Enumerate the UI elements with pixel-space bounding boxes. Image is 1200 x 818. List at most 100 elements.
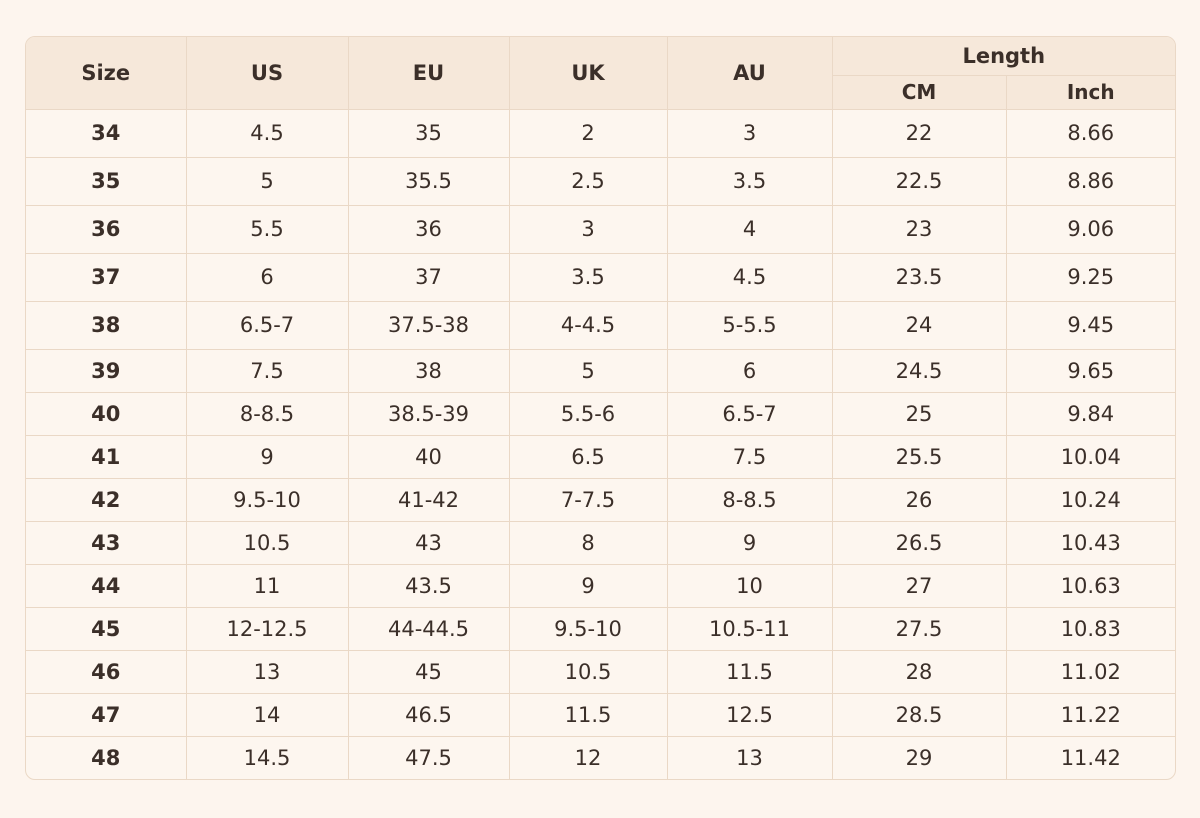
table-cell: 6 [185,252,349,302]
table-cell: 9 [185,434,349,479]
table-cell: 28.5 [831,692,1007,737]
table-cell: 36 [347,204,510,254]
size-table-card: Size US EU UK AU Length CM Inch 34 4.5 35 2 3 22 8.6… [25,36,1176,780]
table-cell: 11.02 [1005,649,1175,694]
table-cell: 5 [508,348,668,393]
table-cell: 4-4.5 [508,300,668,350]
size-cell: 46 [26,649,187,694]
table-cell: 9 [666,520,833,565]
table-cell: 13 [666,735,833,779]
table-cell: 7.5 [185,348,349,393]
table-cell: 37 [347,252,510,302]
table-cell: 40 [347,434,510,479]
table-cell: 2.5 [508,156,668,206]
size-cell: 43 [26,520,187,565]
size-cell: 38 [26,300,187,350]
size-cell: 34 [26,108,187,158]
column-header: Size [26,37,187,110]
size-cell: 36 [26,204,187,254]
table-cell: 8 [508,520,668,565]
table-row: 36 5.5 36 3 4 23 9.06 [26,204,1175,254]
group-header: Length [831,37,1175,76]
table-cell: 22.5 [831,156,1007,206]
table-cell: 9.65 [1005,348,1175,393]
table-cell: 26 [831,477,1007,522]
table-cell: 28 [831,649,1007,694]
table-cell: 5.5-6 [508,391,668,436]
size-cell: 37 [26,252,187,302]
table-cell: 12 [508,735,668,779]
size-cell: 44 [26,563,187,608]
table-cell: 25 [831,391,1007,436]
table-cell: 6 [666,348,833,393]
table-cell: 11 [185,563,349,608]
size-cell: 41 [26,434,187,479]
table-row: 45 12-12.5 44-44.5 9.5-10 10.5-11 27.5 10.83 [26,606,1175,651]
table-cell: 4.5 [185,108,349,158]
table-head: Size US EU UK AU Length CM Inch [26,37,1175,110]
table-cell: 9.5-10 [508,606,668,651]
table-cell: 26.5 [831,520,1007,565]
table-row: 47 14 46.5 11.5 12.5 28.5 11.22 [26,692,1175,737]
size-cell: 35 [26,156,187,206]
table-cell: 10.63 [1005,563,1175,608]
table-cell: 9.5-10 [185,477,349,522]
size-cell: 40 [26,391,187,436]
table-cell: 6.5-7 [666,391,833,436]
table-cell: 12-12.5 [185,606,349,651]
table-cell: 11.5 [508,692,668,737]
size-cell: 45 [26,606,187,651]
table-cell: 38.5-39 [347,391,510,436]
table-cell: 46.5 [347,692,510,737]
table-row: 48 14.5 47.5 12 13 29 11.42 [26,735,1175,779]
table-cell: 10 [666,563,833,608]
table-row: 37 6 37 3.5 4.5 23.5 9.25 [26,252,1175,302]
table-cell: 6.5 [508,434,668,479]
table-cell: 7.5 [666,434,833,479]
table-cell: 10.83 [1005,606,1175,651]
table-cell: 7-7.5 [508,477,668,522]
table-cell: 5.5 [185,204,349,254]
table-cell: 11.22 [1005,692,1175,737]
table-row: 46 13 45 10.5 11.5 28 11.02 [26,649,1175,694]
table-cell: 10.04 [1005,434,1175,479]
table-cell: 10.5 [508,649,668,694]
table-cell: 43.5 [347,563,510,608]
table-cell: 9 [508,563,668,608]
table-row: 39 7.5 38 5 6 24.5 9.65 [26,348,1175,393]
table-cell: 4.5 [666,252,833,302]
table-cell: 3 [508,204,668,254]
table-cell: 10.24 [1005,477,1175,522]
table-cell: 27.5 [831,606,1007,651]
table-cell: 44-44.5 [347,606,510,651]
table-cell: 23.5 [831,252,1007,302]
table-cell: 11.5 [666,649,833,694]
table-cell: 14 [185,692,349,737]
table-cell: 4 [666,204,833,254]
table-row: 40 8-8.5 38.5-39 5.5-6 6.5-7 25 9.84 [26,391,1175,436]
table-cell: 5-5.5 [666,300,833,350]
table-cell: 43 [347,520,510,565]
sub-header: CM [832,74,1007,110]
table-cell: 5 [185,156,349,206]
table-cell: 3 [666,108,833,158]
size-cell: 42 [26,477,187,522]
table-cell: 35 [347,108,510,158]
table-row: 43 10.5 43 8 9 26.5 10.43 [26,520,1175,565]
table-cell: 25.5 [831,434,1007,479]
size-cell: 48 [26,735,187,779]
table-cell: 41-42 [347,477,510,522]
table-row: 34 4.5 35 2 3 22 8.66 [26,108,1175,158]
column-header: US [185,37,349,110]
header-row: Size US EU UK AU Length [26,37,1175,110]
table-cell: 9.84 [1005,391,1175,436]
table-cell: 3.5 [508,252,668,302]
table-row: 35 5 35.5 2.5 3.5 22.5 8.86 [26,156,1175,206]
table-body: 34 4.5 35 2 3 22 8.66 35 5 35.5 2.5 3.5 22.5 8.86 36 5.… [26,108,1175,779]
table-cell: 9.06 [1005,204,1175,254]
column-header: UK [508,37,668,110]
table-cell: 8-8.5 [185,391,349,436]
table-cell: 38 [347,348,510,393]
table-cell: 12.5 [666,692,833,737]
